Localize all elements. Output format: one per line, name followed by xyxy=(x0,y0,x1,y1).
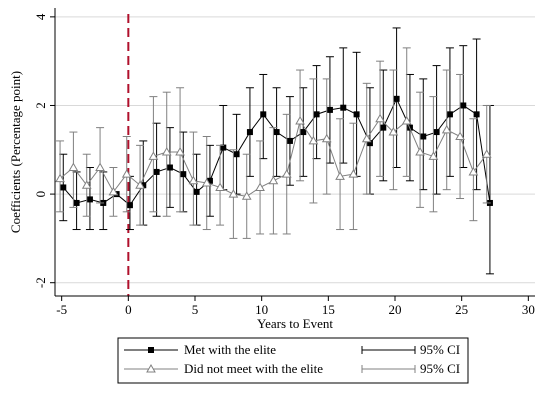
point-square xyxy=(220,144,227,151)
y-tick-label: 0 xyxy=(33,191,48,198)
point-square xyxy=(366,140,373,147)
point-triangle xyxy=(55,173,65,183)
point-triangle xyxy=(281,169,292,178)
point-triangle xyxy=(428,151,439,160)
point-square xyxy=(433,129,440,136)
point-square xyxy=(393,95,400,102)
point-square xyxy=(420,133,427,140)
point-triangle xyxy=(161,146,172,156)
point-triangle xyxy=(375,113,385,123)
point-square xyxy=(166,164,173,171)
point-square xyxy=(380,124,387,131)
x-tick-label: 20 xyxy=(389,302,402,317)
point-triangle xyxy=(268,175,279,185)
legend-box xyxy=(117,337,469,384)
point-triangle xyxy=(295,115,305,125)
point-square xyxy=(473,111,480,118)
legend-notmet-ci-label: 95% CI xyxy=(420,361,460,376)
x-tick-label: 5 xyxy=(192,302,199,317)
point-triangle xyxy=(335,171,345,180)
point-triangle xyxy=(108,186,119,196)
point-triangle xyxy=(321,133,332,143)
point-triangle xyxy=(255,182,265,191)
point-triangle xyxy=(68,162,79,172)
x-tick-label: 25 xyxy=(455,302,468,317)
point-triangle xyxy=(95,162,105,172)
series-met xyxy=(59,27,494,275)
series-not-met xyxy=(55,47,492,239)
point-triangle xyxy=(175,146,185,156)
x-tick-label: 10 xyxy=(255,302,268,317)
x-tick-label: -5 xyxy=(56,302,67,317)
legend-met-ci-label: 95% CI xyxy=(420,342,460,357)
point-square xyxy=(140,182,147,189)
point-triangle xyxy=(481,149,492,158)
point-square xyxy=(286,137,293,144)
y-tick-label: -2 xyxy=(33,277,48,288)
legend-notmet-label: Did not meet with the elite xyxy=(184,361,323,376)
point-square xyxy=(460,102,467,109)
point-square xyxy=(60,184,67,191)
x-tick-label: 30 xyxy=(522,302,535,317)
plot-area xyxy=(55,14,535,296)
point-triangle xyxy=(135,180,145,189)
point-triangle xyxy=(188,175,199,185)
point-triangle xyxy=(468,166,479,176)
x-tick-label: 0 xyxy=(125,302,132,317)
point-triangle xyxy=(415,146,425,156)
point-square xyxy=(353,111,360,118)
point-square xyxy=(73,199,80,206)
point-square xyxy=(193,188,200,195)
point-triangle xyxy=(201,178,212,187)
point-square xyxy=(300,129,307,136)
point-square xyxy=(86,196,93,203)
point-square xyxy=(206,177,213,184)
point-square xyxy=(313,111,320,118)
point-square xyxy=(273,129,280,136)
y-tick-label: 4 xyxy=(33,13,48,20)
point-square xyxy=(126,202,133,209)
point-square xyxy=(153,168,160,175)
point-triangle xyxy=(228,189,239,198)
point-triangle xyxy=(388,127,399,136)
legend-met-marker xyxy=(148,347,154,353)
point-square xyxy=(446,111,453,118)
legend: Met with the elite 95% CI Did not meet w… xyxy=(117,337,469,384)
point-square xyxy=(180,171,187,178)
point-square xyxy=(260,111,267,118)
point-triangle xyxy=(441,124,452,134)
x-axis-title: Years to Event xyxy=(257,316,333,331)
point-square xyxy=(246,129,253,136)
legend-notmet-marker xyxy=(146,363,156,373)
point-square xyxy=(340,104,347,111)
point-triangle xyxy=(81,180,92,189)
y-tick-label: 2 xyxy=(33,102,48,109)
point-triangle xyxy=(148,151,159,160)
axes: -2 0 2 4 -5 0 5 10 15 20 25 30 xyxy=(33,8,535,317)
point-square xyxy=(233,151,240,158)
point-triangle xyxy=(308,135,319,145)
point-square xyxy=(326,106,333,113)
point-triangle xyxy=(241,191,252,200)
point-triangle xyxy=(455,131,465,140)
x-tick-label: 15 xyxy=(322,302,335,317)
point-triangle xyxy=(401,115,412,125)
point-triangle xyxy=(215,182,225,191)
y-axis-title: Coefficients (Percentage point) xyxy=(8,71,23,233)
point-triangle xyxy=(348,169,359,178)
point-triangle xyxy=(121,169,132,178)
point-triangle xyxy=(361,133,372,143)
legend-met-label: Met with the elite xyxy=(184,342,276,357)
